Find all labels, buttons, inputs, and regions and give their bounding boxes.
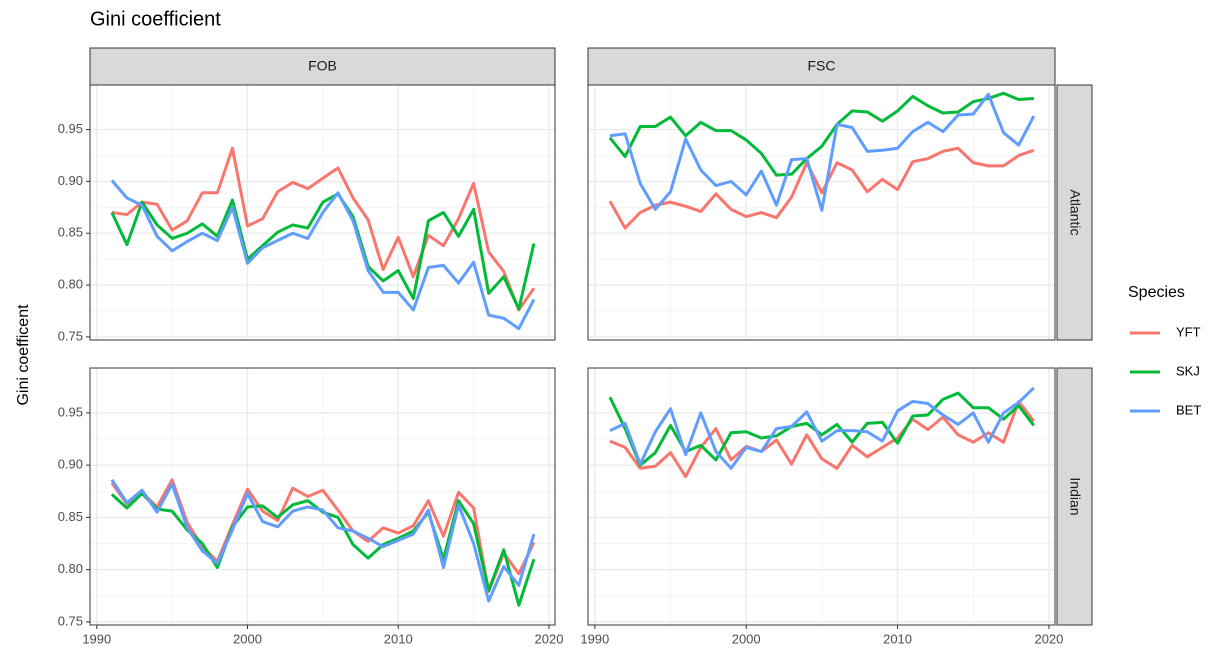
panel-border (89, 84, 556, 341)
legend-label: BET (1176, 402, 1201, 417)
row-strip-label: Atlantic (1067, 190, 1083, 236)
y-tick-label: 0.80 (58, 276, 83, 291)
series-line (110, 192, 536, 311)
y-tick-label: 0.90 (58, 457, 83, 472)
legend-label: SKJ (1176, 363, 1200, 378)
series-line (110, 478, 536, 603)
chart-title: Gini coefficient (90, 8, 221, 30)
strip-box (1056, 84, 1093, 341)
series-line (609, 399, 1036, 479)
series-line (110, 478, 536, 594)
column-strip-label: FSC (808, 58, 836, 74)
x-tick-label: 1990 (580, 631, 609, 646)
strip-box (89, 47, 556, 86)
legend-label: YFT (1176, 324, 1201, 339)
x-tick-label: 2000 (732, 631, 761, 646)
y-tick-label: 0.75 (58, 613, 83, 628)
x-tick-label: 2010 (384, 631, 413, 646)
column-strip-label: FOB (308, 58, 337, 74)
y-axis-label: Gini coefficent (15, 304, 32, 406)
legend-title: Species (1128, 284, 1185, 301)
series-line (608, 91, 1034, 177)
x-tick-label: 2010 (883, 631, 912, 646)
x-tick-label: 2000 (233, 631, 262, 646)
x-tick-label: 2020 (1034, 631, 1063, 646)
series-line (609, 386, 1035, 470)
strip-box (587, 47, 1056, 86)
panel-border (587, 367, 1056, 626)
y-tick-label: 0.85 (58, 509, 83, 524)
y-tick-label: 0.85 (58, 225, 83, 240)
y-tick-label: 0.80 (58, 561, 83, 576)
y-tick-label: 0.95 (58, 404, 83, 419)
row-strip-label: Indian (1067, 477, 1083, 515)
series-line (609, 92, 1036, 212)
y-tick-label: 0.95 (58, 121, 83, 136)
panel-border (89, 367, 556, 626)
series-line (110, 179, 536, 331)
series-line (608, 146, 1035, 230)
x-tick-label: 1990 (82, 631, 111, 646)
y-tick-label: 0.90 (58, 173, 83, 188)
series-line (111, 146, 536, 312)
y-tick-label: 0.75 (58, 328, 83, 343)
strip-box (1056, 367, 1093, 626)
x-tick-label: 2020 (535, 631, 564, 646)
panel-border (587, 84, 1056, 341)
